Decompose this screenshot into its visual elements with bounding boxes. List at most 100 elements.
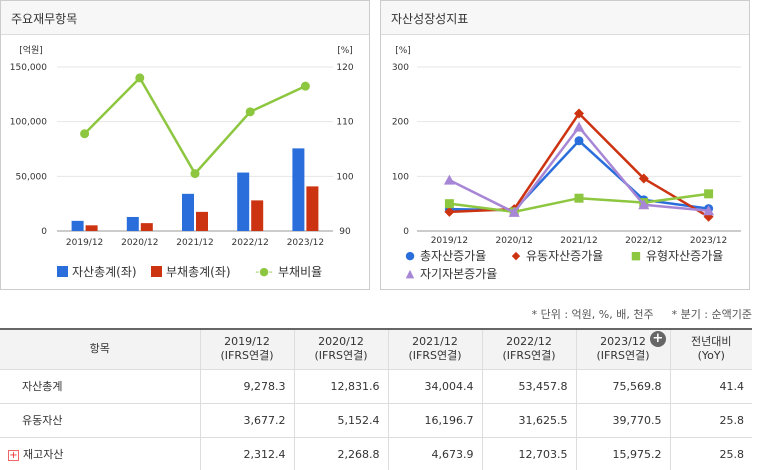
debt-ratio-point [300,81,310,91]
series-point [704,189,714,199]
financial-table: 항목 2019/12 (IFRS연결) 2020/12 (IFRS연결) 2021/… [0,328,752,470]
y-axis-unit: [%] [395,46,411,56]
square-marker-icon: ■ [630,249,642,262]
cell-value: 12,703.5 [481,437,576,470]
bar-assets [126,216,139,231]
asset-growth-legend: ● 총자산증가율 ◆ 유동자산증가율 ■ 유형자산증가율 ▲ 자기자본증가율 [403,247,743,287]
cell-value: 2,312.4 [199,437,294,470]
table-row: 유동자산 3,677.2 5,152.4 16,196.7 31,625.5 3… [0,403,752,438]
debt-ratio-point [245,107,255,117]
expand-plus-icon[interactable]: + [8,449,19,461]
col-header-2023: 2023/12 + (IFRS연결) [575,328,670,370]
debt-ratio-line [83,75,306,176]
col-header-2021: 2021/12 (IFRS연결) [387,328,482,370]
left-tick-label: 50,000 [16,172,48,182]
unit-note: * 단위 : 억원, %, 배, 천주 [531,308,654,321]
bar-assets [182,193,194,231]
left-tick-label: 100,000 [10,118,47,128]
bar-liabilities [196,211,208,231]
y-tick-label: 300 [392,63,409,73]
diamond-marker-icon: ◆ [511,249,521,262]
legend-label: 자기자본증가율 [420,267,498,281]
triangle-marker-icon: ▲ [405,267,415,280]
table-notes: * 단위 : 억원, %, 배, 천주 * 분기 : 순액기준 [532,306,752,322]
bar-liabilities [140,223,153,231]
legend-item[interactable]: ■ 유형자산증가율 [629,247,723,264]
add-column-icon[interactable]: + [649,331,666,348]
cell-value: 53,457.8 [481,369,576,404]
cell-value: 9,278.3 [199,369,294,404]
legend-item[interactable]: -●- 부채비율 [253,263,322,280]
series-point [573,121,585,132]
legend-swatch-icon [151,266,162,277]
x-tick-label: 2023/12 [690,236,727,245]
legend-item[interactable]: ▲ 자기자본증가율 [403,265,498,282]
cell-value: 15,975.2 [575,437,670,470]
y-tick-label: 200 [392,118,409,128]
legend-item[interactable]: 자산총계(좌) [57,263,137,280]
y-tick-label: 100 [392,172,409,182]
left-axis-unit: [억원] [19,44,43,56]
legend-label: 부채총계(좌) [166,265,231,279]
asset-growth-panel: 자산성장성지표 [%] 300 200 100 0 2019/12 2020/12 2021/… [380,0,750,290]
right-tick-label: 90 [339,227,351,237]
cell-value: 39,770.5 [575,403,670,438]
x-tick-label: 2020/12 [121,238,158,248]
quarter-note: * 분기 : 순액기준 [671,308,752,321]
right-tick-label: 100 [336,172,353,182]
table-row: + 재고자산 2,312.4 2,268.8 4,673.9 12,703.5 1… [0,437,752,470]
cell-value: 25.8 [669,403,752,438]
cell-value: 25.8 [669,437,752,470]
legend-label: 자산총계(좌) [72,265,137,279]
series-point [574,108,584,119]
x-tick-label: 2022/12 [625,236,662,245]
y-tick-label: 0 [403,227,409,237]
col-header-2020: 2020/12 (IFRS연결) [293,328,388,370]
bar-assets [71,220,84,231]
right-axis-unit: [%] [337,46,353,56]
x-tick-label: 2021/12 [176,238,213,248]
bar-liabilities [251,200,264,231]
table-header-row: 항목 2019/12 (IFRS연결) 2020/12 (IFRS연결) 2021/… [0,328,752,370]
bar-assets [237,172,250,231]
right-tick-label: 110 [336,118,353,128]
asset-growth-title: 자산성장성지표 [381,1,749,35]
legend-item[interactable]: ◆ 유동자산증가율 [509,247,604,264]
cell-value: 4,673.9 [387,437,482,470]
series-point [638,173,649,184]
legend-swatch-icon [57,266,68,277]
key-financials-chart: [억원] [%] 150,000 100,000 50,000 0 120 110 100 90 2… [10,44,354,248]
series-point [574,193,584,203]
row-label: 유동자산 [0,403,200,438]
col-header-2022: 2022/12 (IFRS연결) [481,328,576,370]
legend-item[interactable]: ● 총자산증가율 [403,247,486,264]
circle-marker-icon: ● [405,249,415,262]
right-tick-label: 120 [336,63,353,73]
legend-item[interactable]: 부채총계(좌) [151,263,231,280]
cell-value: 75,569.8 [575,369,670,404]
legend-label: 유형자산증가율 [646,249,724,263]
key-financials-title: 주요재무항목 [1,1,369,35]
col-header-2019: 2019/12 (IFRS연결) [199,328,294,370]
series-point [508,206,520,217]
left-tick-label: 150,000 [10,63,47,73]
legend-swatch-icon: -●- [255,265,273,278]
debt-ratio-point [80,129,90,139]
series-point [574,136,584,146]
legend-label: 부채비율 [278,265,323,279]
series-point [444,206,455,217]
bar-assets [292,148,305,231]
x-tick-label: 2019/12 [66,238,103,248]
cell-value: 12,831.6 [293,369,388,404]
left-tick-label: 0 [41,227,47,237]
table-row: 자산총계 9,278.3 12,831.6 34,004.4 53,457.8 … [0,369,752,404]
x-tick-label: 2020/12 [496,236,533,245]
cell-value: 5,152.4 [293,403,388,438]
x-tick-label: 2019/12 [431,236,468,245]
debt-ratio-point [190,169,200,179]
bar-liabilities [306,186,319,231]
asset-growth-chart: [%] 300 200 100 0 2019/12 2020/12 2021/12 2022/1… [392,46,741,245]
debt-ratio-point [135,73,145,83]
row-label-expandable[interactable]: + 재고자산 [0,437,200,470]
x-tick-label: 2023/12 [287,238,324,248]
